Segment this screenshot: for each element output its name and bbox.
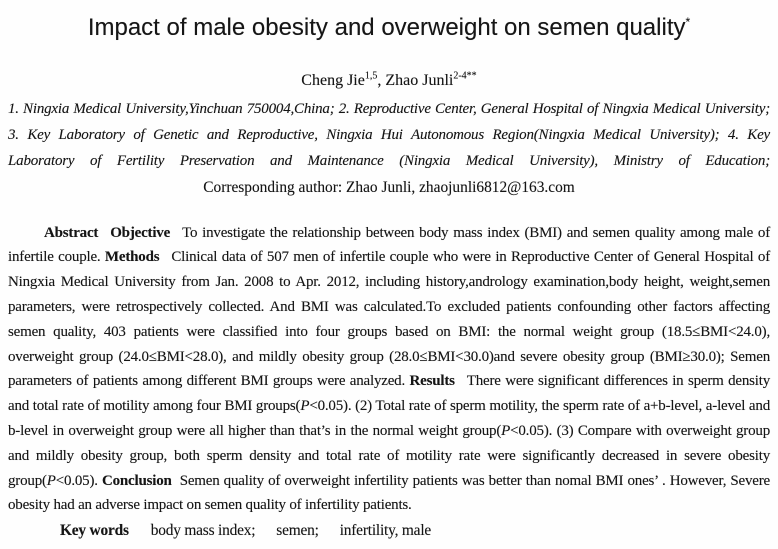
p-value-symbol: P (46, 472, 56, 489)
keywords-line: Key words body mass index; semen; infertili… (60, 518, 770, 544)
author-name-2: Zhao Junli (385, 72, 454, 89)
keyword-item: infertility, male (339, 522, 432, 540)
conclusion-text: Semen quality of overweight infertility … (8, 472, 771, 514)
paper-title: Impact of male obesity and overweight on… (12, 12, 766, 44)
results-text-1: There were significant differences in sp… (8, 373, 770, 415)
results-text-3: <0.05). (3) Compare with overweight grou… (8, 423, 771, 489)
results-text-4: <0.05). (55, 472, 102, 489)
abstract-paragraph: Abstract Objective To investigate the rela… (8, 221, 770, 519)
affiliations-paragraph: 1. Ningxia Medical University,Yinchuan 7… (8, 101, 770, 169)
conclusion-label: Conclusion (101, 472, 172, 489)
authors-line: Cheng Jie1,5, Zhao Junli2-4** (8, 68, 770, 94)
keyword-item: semen; (276, 522, 319, 540)
author-2-affiliation-superscript: 2-4** (453, 70, 477, 82)
results-text-2: <0.05). (2) Total rate of sperm motility… (8, 398, 770, 439)
author-name-1: Cheng Jie (301, 72, 365, 89)
keywords-label: Key words (60, 522, 129, 540)
methods-label: Methods (104, 249, 160, 266)
title-footnote-asterisk: * (685, 15, 691, 29)
results-label: Results (409, 373, 455, 390)
keyword-item: body mass index; (150, 522, 256, 540)
author-1-affiliation-superscript: 1,5 (364, 70, 378, 82)
p-value-symbol: P (300, 398, 310, 415)
objective-label: Objective (110, 224, 171, 241)
paper-title-text: Impact of male obesity and overweight on… (87, 14, 686, 41)
author-separator: , (377, 72, 386, 89)
p-value-symbol: P (501, 423, 511, 439)
corresponding-author-line: Corresponding author: Zhao Junli, zhaoju… (203, 178, 575, 196)
objective-text: To investigate the relationship between … (8, 224, 770, 266)
abstract-label: Abstract (44, 224, 99, 241)
methods-text: Clinical data of 507 men of infertile co… (8, 249, 771, 390)
